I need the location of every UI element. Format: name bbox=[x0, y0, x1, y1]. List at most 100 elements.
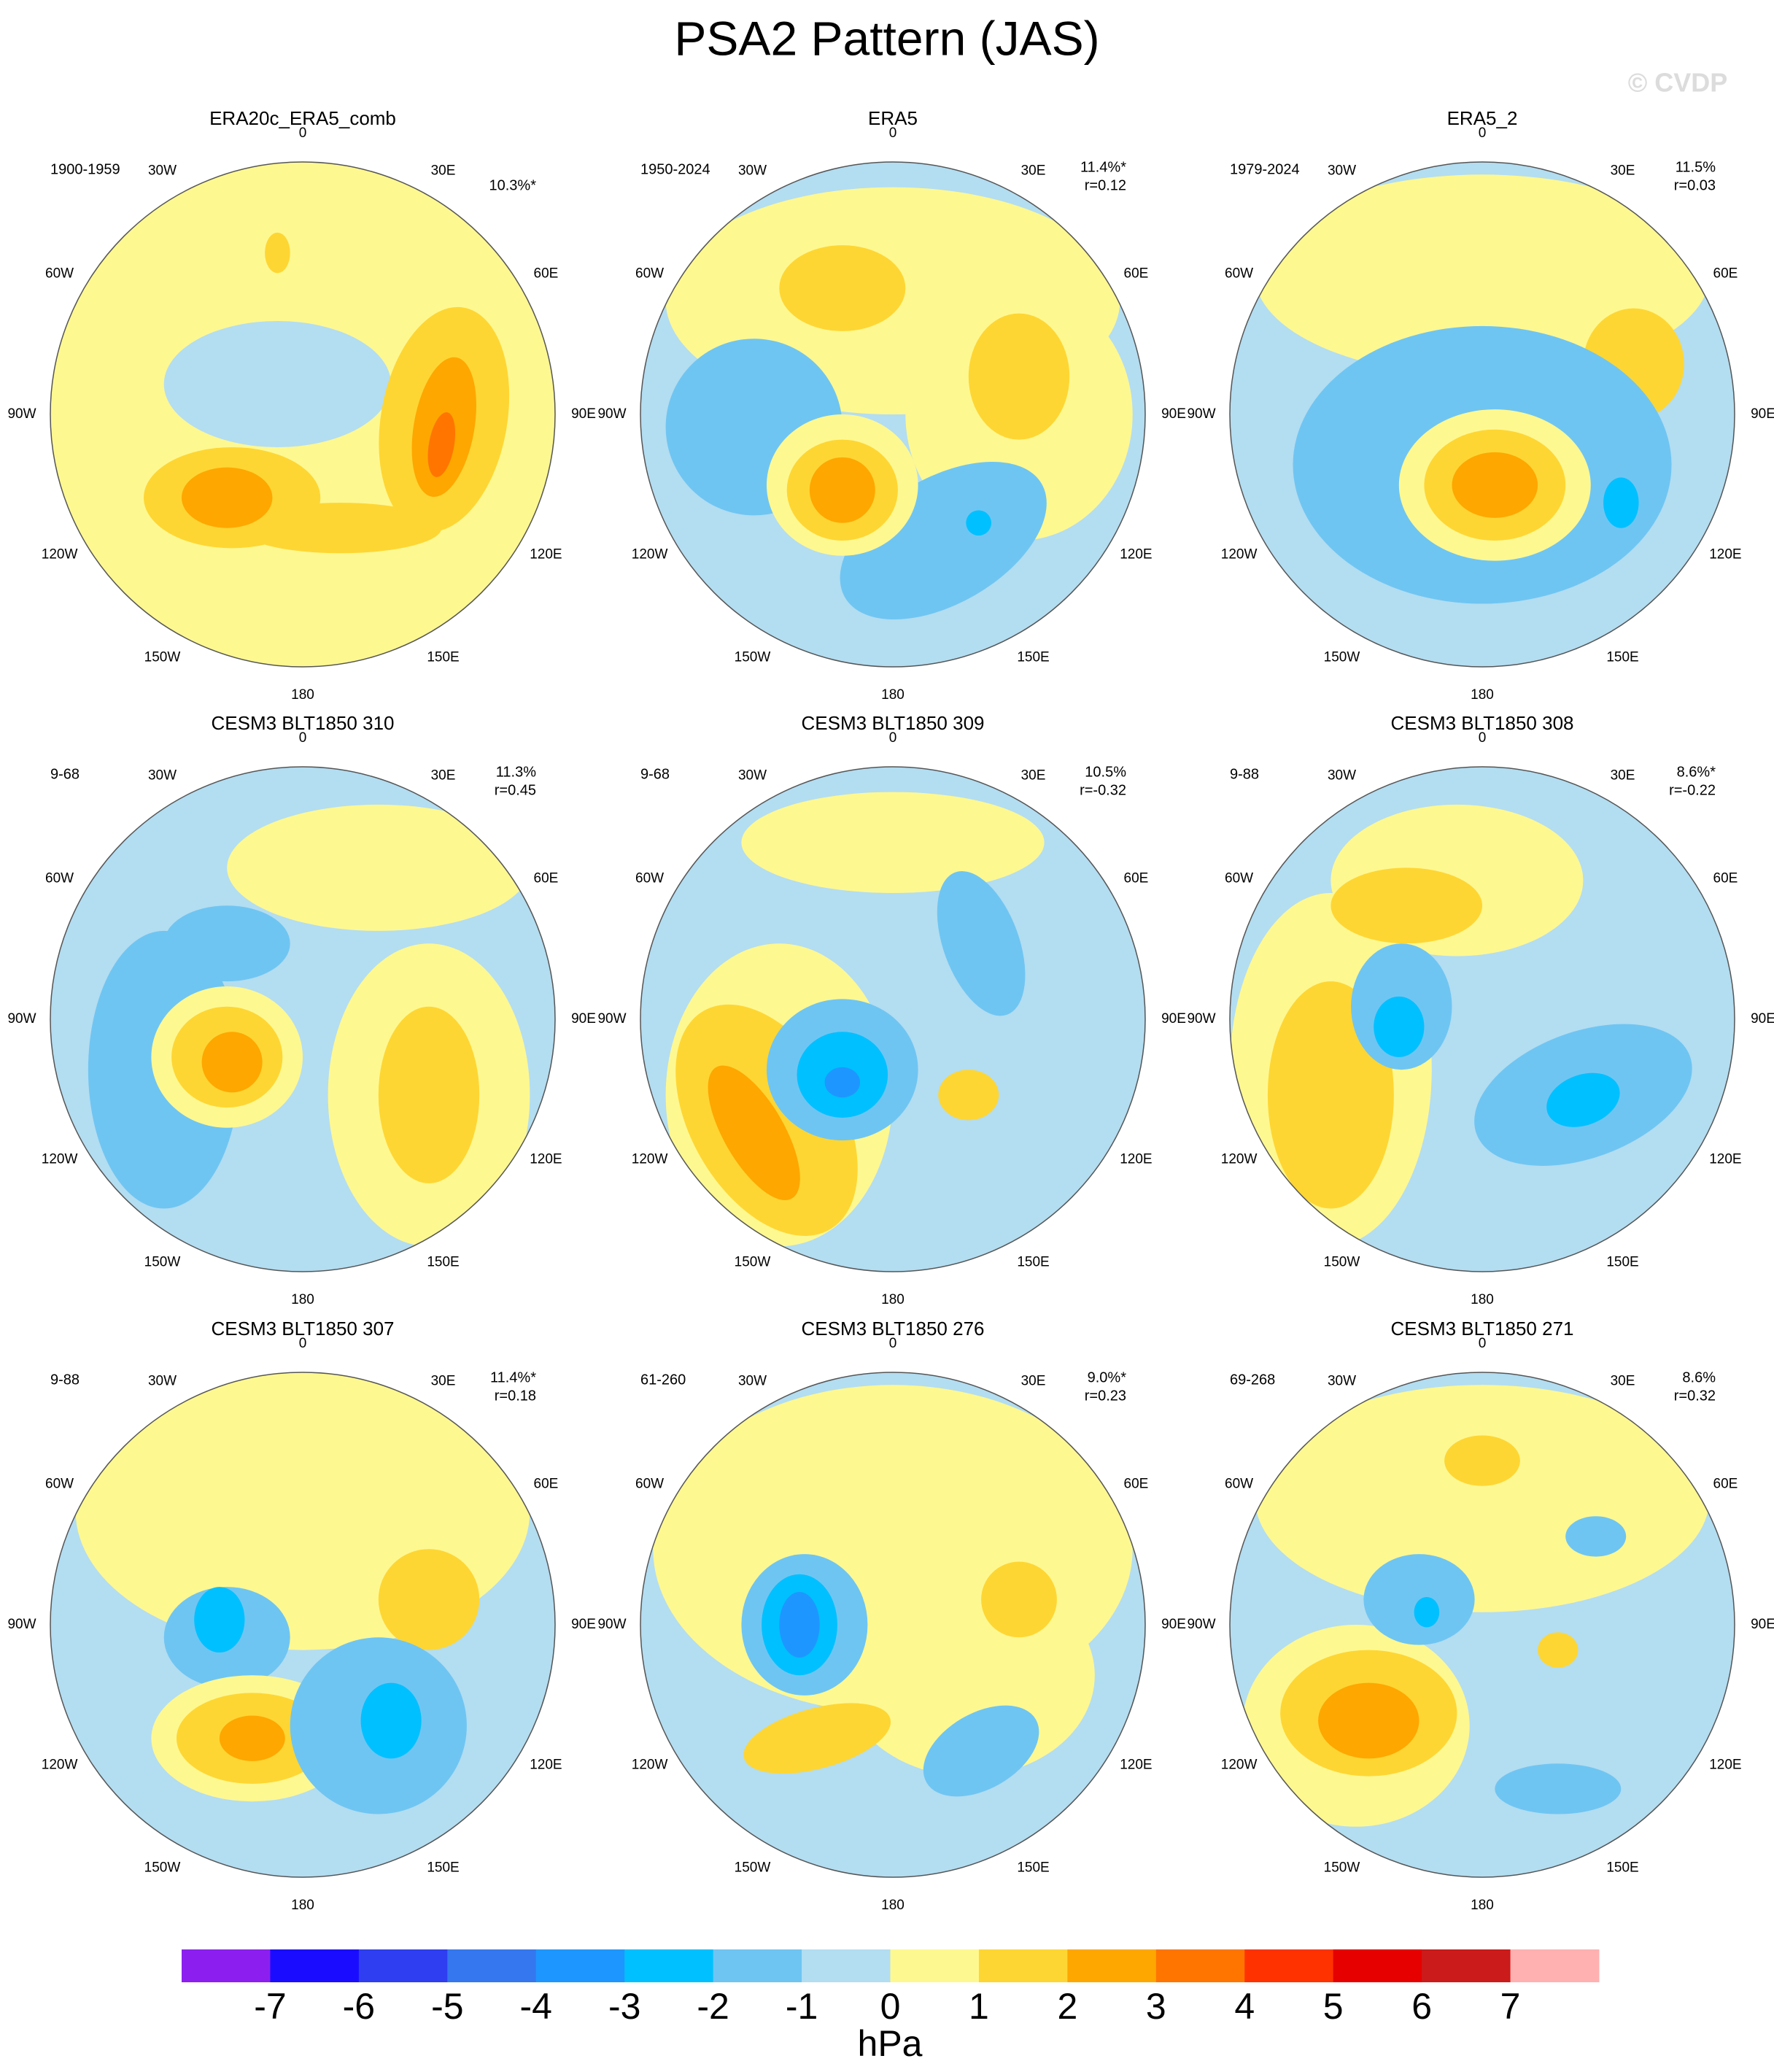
panel-title: ERA5_2 bbox=[1447, 107, 1518, 129]
map-panel: CESM3 BLT1850 307 9-88 11.4%* r=0.18 0 30E 60E… bbox=[7, 1318, 595, 1913]
colorbar-label: -4 bbox=[520, 1986, 552, 2027]
watermark: © CVDP bbox=[1628, 68, 1728, 98]
colorbar-label: 4 bbox=[1234, 1986, 1255, 2027]
panel-variance: 11.4%* bbox=[490, 1369, 536, 1385]
colorbar-label: 2 bbox=[1057, 1986, 1077, 2027]
contour-region bbox=[741, 792, 1045, 894]
longitude-label: 30E bbox=[1611, 1374, 1635, 1389]
panel-period: 9-88 bbox=[1230, 766, 1259, 782]
contours bbox=[1230, 1372, 1735, 1877]
contour-region bbox=[1538, 1632, 1579, 1668]
longitude-label: 120W bbox=[632, 1758, 668, 1773]
longitude-label: 120W bbox=[1221, 547, 1258, 563]
colorbar-box bbox=[802, 1949, 891, 1982]
longitude-label: 150W bbox=[144, 649, 181, 665]
contour-region bbox=[1603, 477, 1639, 528]
longitude-label: 180 bbox=[291, 1898, 314, 1913]
longitude-label: 0 bbox=[1479, 1336, 1487, 1351]
contour-region bbox=[779, 245, 906, 331]
contour-region bbox=[163, 320, 392, 447]
panel-title: CESM3 BLT1850 276 bbox=[802, 1318, 985, 1340]
longitude-label: 30W bbox=[738, 768, 767, 784]
colorbar-box bbox=[535, 1949, 625, 1982]
longitude-label: 60E bbox=[1713, 1477, 1738, 1492]
panel-variance: 8.6%* bbox=[1677, 764, 1716, 780]
longitude-label: 30W bbox=[1328, 1374, 1356, 1389]
longitude-label: 120W bbox=[1221, 1152, 1258, 1167]
contour-region bbox=[181, 467, 273, 528]
contour-region bbox=[938, 1070, 999, 1121]
longitude-label: 0 bbox=[889, 1336, 897, 1351]
contour-region bbox=[708, 1065, 800, 1200]
panel-title: CESM3 BLT1850 309 bbox=[802, 712, 985, 734]
colorbar-label: -7 bbox=[254, 1986, 286, 2027]
panel-period: 9-68 bbox=[50, 766, 80, 782]
colorbar-label: -3 bbox=[608, 1986, 640, 2027]
colorbar-label: 0 bbox=[880, 1986, 901, 2027]
longitude-label: 180 bbox=[881, 687, 905, 703]
longitude-label: 150W bbox=[1324, 649, 1360, 665]
panel-title: CESM3 BLT1850 307 bbox=[212, 1318, 395, 1340]
longitude-label: 30E bbox=[431, 163, 456, 179]
contours bbox=[640, 767, 1145, 1272]
contour-region bbox=[824, 1067, 861, 1098]
panel-variance: 11.5% bbox=[1676, 159, 1716, 175]
contour-region bbox=[937, 871, 1026, 1016]
panel-period: 1979-2024 bbox=[1230, 161, 1300, 177]
longitude-label: 60W bbox=[635, 871, 664, 886]
contour-region bbox=[265, 232, 290, 274]
longitude-label: 0 bbox=[299, 1336, 307, 1351]
colorbar-box bbox=[624, 1949, 714, 1982]
colorbar-label: 1 bbox=[969, 1986, 989, 2027]
longitude-label: 0 bbox=[299, 125, 307, 141]
longitude-label: 90W bbox=[7, 406, 36, 422]
longitude-label: 90W bbox=[7, 1617, 36, 1632]
longitude-label: 120W bbox=[42, 1758, 78, 1773]
longitude-label: 30E bbox=[1611, 768, 1635, 784]
longitude-label: 180 bbox=[291, 1292, 314, 1307]
contour-region bbox=[779, 1592, 820, 1658]
longitude-label: 120W bbox=[1221, 1758, 1258, 1773]
longitude-label: 90W bbox=[597, 1011, 626, 1027]
panel-title: CESM3 BLT1850 310 bbox=[212, 712, 395, 734]
longitude-label: 120E bbox=[1120, 1152, 1152, 1167]
panel-correlation: r=-0.22 bbox=[1669, 782, 1716, 798]
longitude-label: 0 bbox=[1479, 125, 1487, 141]
longitude-label: 60W bbox=[635, 266, 664, 282]
contour-region bbox=[923, 1705, 1039, 1797]
panel-variance: 10.3%* bbox=[489, 177, 537, 193]
map-border bbox=[50, 766, 556, 1272]
contour-region bbox=[1495, 1763, 1622, 1814]
longitude-label: 120W bbox=[42, 547, 78, 563]
contour-region bbox=[239, 503, 442, 554]
contour-region bbox=[981, 1561, 1057, 1638]
map-panel: CESM3 BLT1850 276 61-260 9.0%* r=0.23 0 30E 60… bbox=[597, 1318, 1185, 1913]
longitude-label: 30W bbox=[1328, 768, 1356, 784]
map-panel: CESM3 BLT1850 309 9-68 10.5% r=-0.32 0 30E 60E… bbox=[597, 712, 1185, 1307]
contour-region bbox=[809, 457, 875, 523]
panel-correlation: r=0.23 bbox=[1085, 1388, 1126, 1404]
longitude-label: 120E bbox=[1709, 1758, 1741, 1773]
longitude-label: 90E bbox=[1751, 1617, 1774, 1632]
contour-region bbox=[966, 510, 991, 536]
longitude-label: 150E bbox=[1606, 1860, 1638, 1875]
colorbar-label: 3 bbox=[1146, 1986, 1166, 2027]
longitude-label: 150W bbox=[735, 649, 771, 665]
panel-period: 9-68 bbox=[640, 766, 670, 782]
contours bbox=[1230, 162, 1735, 667]
longitude-label: 60W bbox=[1225, 266, 1253, 282]
longitude-label: 90E bbox=[1751, 406, 1774, 422]
contour-region bbox=[1444, 1435, 1520, 1486]
longitude-label: 30E bbox=[431, 768, 456, 784]
contour-region bbox=[1318, 1682, 1419, 1759]
contour-region bbox=[378, 1549, 480, 1650]
longitude-label: 30E bbox=[1021, 1374, 1046, 1389]
panel-period: 1900-1959 bbox=[50, 161, 120, 177]
longitude-label: 150E bbox=[1606, 1254, 1638, 1269]
longitude-label: 30E bbox=[1611, 163, 1635, 179]
map-panel: ERA5 1950-2024 11.4%* r=0.12 0 30E 60E 90E 120E 1… bbox=[597, 107, 1185, 703]
longitude-label: 90W bbox=[597, 406, 626, 422]
longitude-label: 120W bbox=[632, 547, 668, 563]
longitude-label: 30W bbox=[738, 163, 767, 179]
colorbar-label: -5 bbox=[431, 1986, 463, 2027]
